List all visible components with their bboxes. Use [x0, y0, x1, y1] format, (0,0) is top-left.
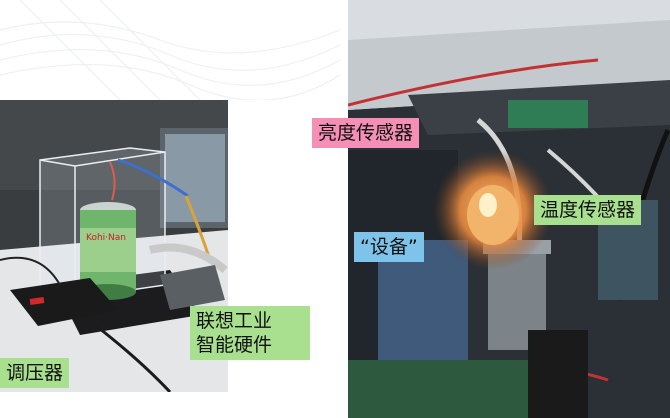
device-label: “设备” — [354, 232, 424, 262]
temperature-sensor-label: 温度传感器 — [534, 195, 642, 225]
background-pattern — [0, 0, 340, 100]
can-brand-text: Kohi·Nan — [86, 233, 126, 243]
brightness-sensor-label: 亮度传感器 — [312, 118, 420, 148]
right-photo-closeup — [348, 0, 670, 418]
iot-hardware-label-line1: 联想工业 — [196, 310, 273, 332]
iot-hardware-label: 联想工业 智能硬件 — [190, 306, 310, 360]
regulator-label: 调压器 — [0, 358, 70, 388]
iot-hardware-label-line2: 智能硬件 — [196, 334, 273, 356]
